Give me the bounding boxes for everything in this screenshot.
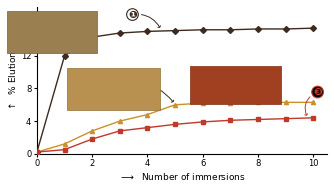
X-axis label: $\longrightarrow$  Number of immersions: $\longrightarrow$ Number of immersions <box>119 171 245 182</box>
Text: ❶: ❶ <box>128 10 161 27</box>
Text: ❷: ❷ <box>125 76 174 102</box>
Y-axis label: $\uparrow$  % Elution: $\uparrow$ % Elution <box>7 50 18 111</box>
Text: ❸: ❸ <box>305 87 322 115</box>
